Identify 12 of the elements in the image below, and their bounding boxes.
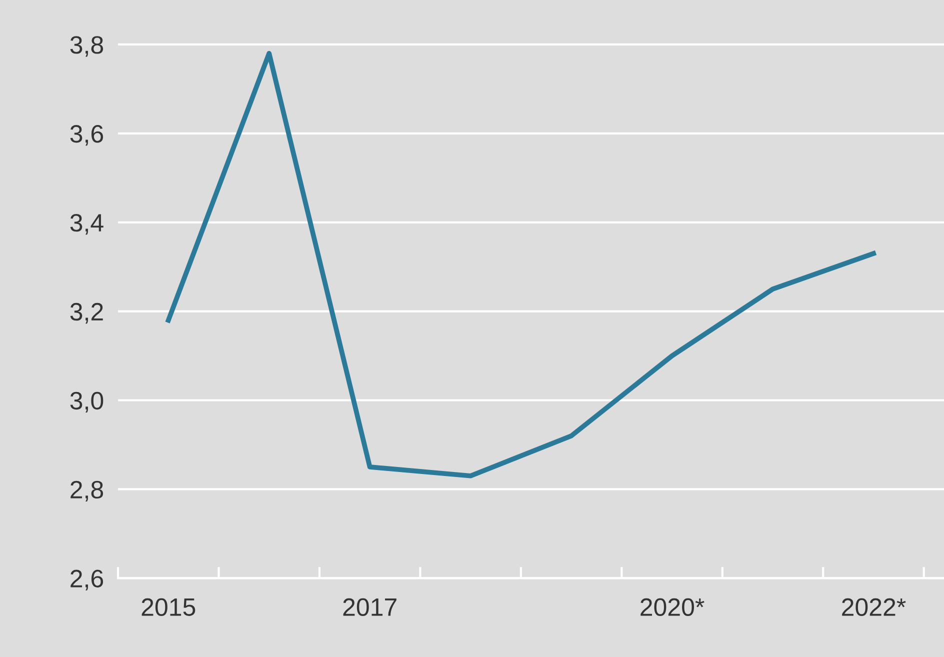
x-tick-label: 2020* [640, 598, 704, 616]
y-tick-label: 2,6 [70, 570, 104, 590]
y-tick-label: 3,2 [70, 302, 103, 324]
x-tick-label: 2022* [842, 598, 906, 616]
x-tick-label: 2017 [343, 598, 396, 616]
y-tick-label: 3,4 [70, 214, 104, 235]
line-series [166, 50, 876, 478]
y-tick-label: 3,8 [70, 36, 104, 57]
x-tick-label: 2015 [142, 598, 196, 616]
y-tick-label: 2,8 [70, 480, 104, 502]
y-tick-label: 3,0 [70, 392, 104, 413]
y-tick-label: 3,6 [70, 125, 104, 146]
